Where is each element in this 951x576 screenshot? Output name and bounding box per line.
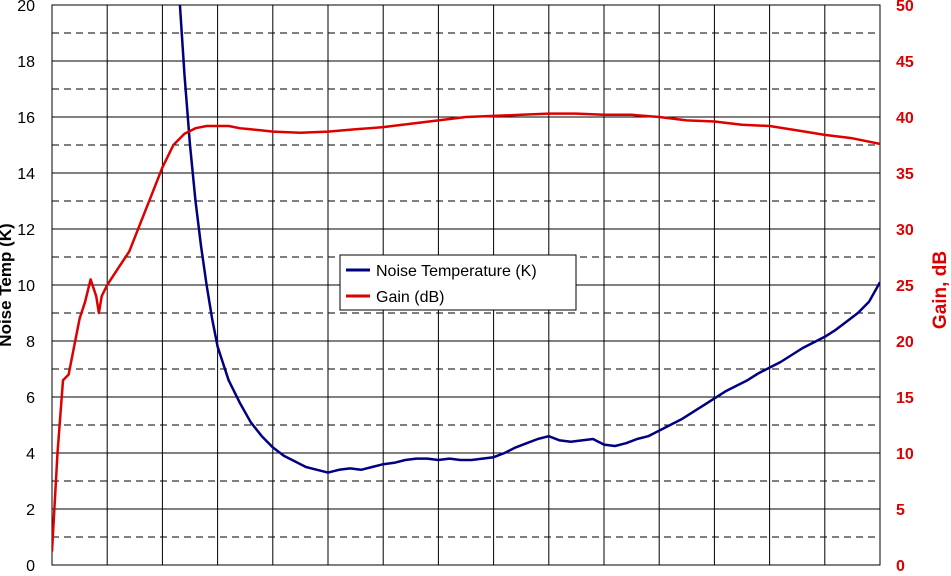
right-tick-label: 15 (896, 390, 914, 407)
right-tick-label: 20 (896, 334, 914, 351)
right-tick-label: 40 (896, 110, 914, 127)
right-tick-label: 30 (896, 222, 914, 239)
right-tick-label: 10 (896, 446, 914, 463)
right-tick-label: 35 (896, 166, 914, 183)
right-axis-ticks: 0 5 10 15 20 25 30 35 40 45 50 (896, 0, 914, 575)
left-tick-label: 2 (26, 502, 35, 519)
left-tick-label: 6 (26, 390, 35, 407)
legend-label-noise-temperature: Noise Temperature (K) (376, 263, 537, 280)
left-tick-label: 18 (17, 54, 35, 71)
legend-box (339, 254, 577, 311)
right-tick-label: 25 (896, 278, 914, 295)
left-tick-label: 14 (17, 166, 35, 183)
right-tick-label: 5 (896, 502, 905, 519)
left-tick-label: 4 (26, 446, 35, 463)
right-tick-label: 50 (896, 0, 914, 15)
left-tick-label: 20 (17, 0, 35, 15)
left-tick-label: 8 (26, 334, 35, 351)
left-tick-label: 0 (26, 558, 35, 575)
series-layer (52, 5, 880, 552)
left-tick-label: 10 (17, 278, 35, 295)
series-line-noise-temperature (178, 5, 880, 474)
left-axis-title: Noise Temp (K) (0, 223, 15, 346)
legend-label-gain: Gain (dB) (376, 289, 444, 306)
left-tick-label: 16 (17, 110, 35, 127)
right-tick-label: 0 (896, 558, 905, 575)
right-axis-title: Gain, dB (930, 251, 951, 329)
left-axis-ticks: 0 2 4 6 8 10 12 14 16 18 20 (17, 0, 35, 575)
left-tick-label: 12 (17, 222, 35, 239)
series-line-gain (52, 112, 880, 552)
right-tick-label: 45 (896, 54, 914, 71)
legend: Noise Temperature (K) Gain (dB) (339, 254, 577, 311)
